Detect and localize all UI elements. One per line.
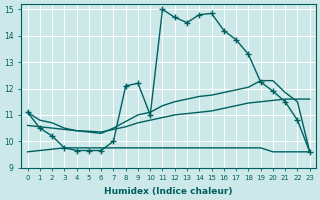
X-axis label: Humidex (Indice chaleur): Humidex (Indice chaleur) — [104, 187, 233, 196]
